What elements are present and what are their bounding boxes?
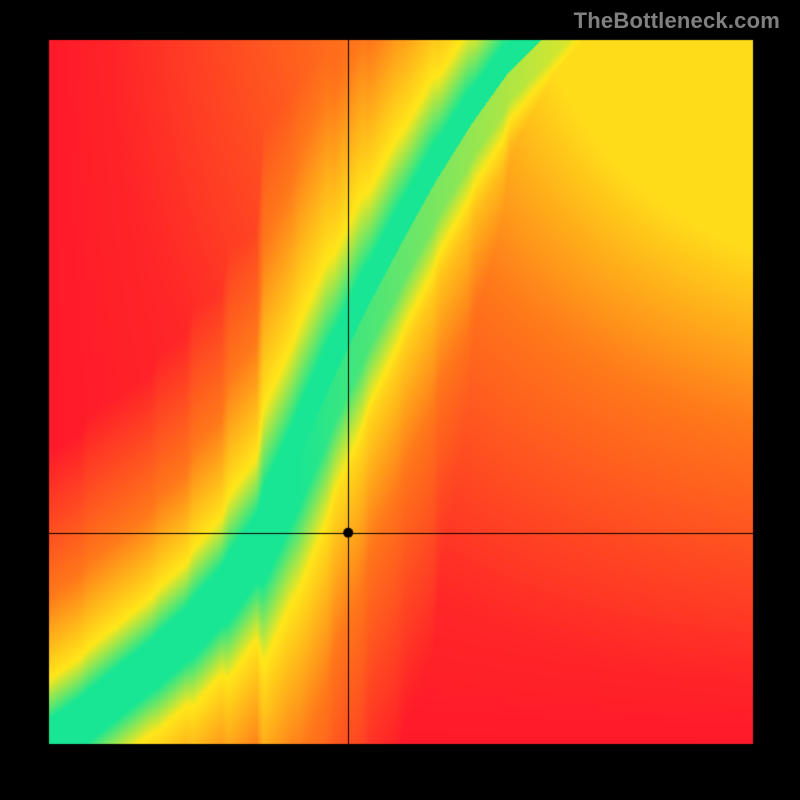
watermark-text: TheBottleneck.com — [574, 8, 780, 34]
heatmap-canvas — [0, 0, 800, 800]
chart-container: TheBottleneck.com — [0, 0, 800, 800]
